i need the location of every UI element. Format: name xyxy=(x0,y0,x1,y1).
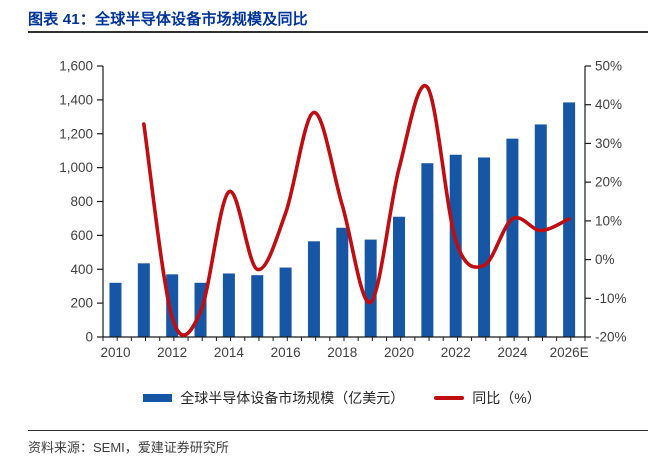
bar-2018 xyxy=(336,227,349,337)
title-rule xyxy=(28,31,648,33)
x-axis-label: 2020 xyxy=(384,345,414,360)
x-axis-label: 2014 xyxy=(214,345,245,360)
left-axis-label: 400 xyxy=(70,262,93,277)
left-axis-label: 0 xyxy=(85,330,93,345)
bar-2017 xyxy=(307,241,320,337)
bar-2016 xyxy=(279,267,292,337)
line-swatch-icon xyxy=(434,396,465,400)
left-axis-label: 200 xyxy=(70,296,93,311)
right-axis-label: 20% xyxy=(595,175,622,190)
x-axis-label: 2012 xyxy=(157,345,187,360)
left-axis-label: 1,200 xyxy=(59,126,93,141)
bar-2010 xyxy=(109,282,122,337)
bar-2023 xyxy=(478,157,491,337)
left-axis-label: 1,600 xyxy=(59,59,93,74)
bar-2015 xyxy=(251,275,264,337)
right-axis-label: 0% xyxy=(595,252,615,267)
x-axis-label: 2022 xyxy=(441,345,471,360)
right-axis-label: -10% xyxy=(595,291,627,306)
chart-canvas: 0 200 400 600 800 1,000 1,200 1,400 1,600 -20% -10… xyxy=(59,59,627,361)
x-axis-label: 2024 xyxy=(497,345,528,360)
x-axis-label: 2026E xyxy=(550,345,589,360)
legend-item-yoy: 同比（%） xyxy=(434,388,541,408)
bar-2014 xyxy=(222,273,235,337)
right-axis-label: 30% xyxy=(595,136,622,151)
bar-2021 xyxy=(421,163,434,337)
bar-2022 xyxy=(449,154,462,337)
x-axis-label: 2016 xyxy=(271,345,301,360)
right-axis-label: 40% xyxy=(595,97,622,112)
legend-line-label: 同比（%） xyxy=(472,390,541,406)
bar-2024 xyxy=(506,138,519,337)
left-axis-label: 1,000 xyxy=(59,160,93,175)
left-axis-label: 800 xyxy=(70,194,93,209)
right-axis-label: 10% xyxy=(595,213,622,228)
chart-title: 图表 41：全球半导体设备市场规模及同比 xyxy=(28,11,308,28)
source-rule xyxy=(28,430,648,431)
left-axis-label: 600 xyxy=(70,228,93,243)
x-axis-label: 2018 xyxy=(327,345,357,360)
bar-swatch-icon xyxy=(143,394,173,402)
right-axis-label: 50% xyxy=(595,59,622,74)
legend-bar-label: 全球半导体设备市场规模（亿美元） xyxy=(180,390,405,406)
yoy-line xyxy=(142,83,571,337)
right-axis-label: -20% xyxy=(595,330,627,345)
source-text: 资料来源：SEMI，爱建证券研究所 xyxy=(28,440,229,455)
chart-legend: 全球半导体设备市场规模（亿美元） 同比（%） xyxy=(30,387,654,409)
bar-2011 xyxy=(137,263,150,337)
legend-item-market-size: 全球半导体设备市场规模（亿美元） xyxy=(143,388,404,408)
x-axis-label: 2010 xyxy=(100,345,130,360)
bar-2020 xyxy=(393,216,406,337)
bar-2019 xyxy=(364,239,377,337)
left-axis-label: 1,400 xyxy=(59,92,93,107)
